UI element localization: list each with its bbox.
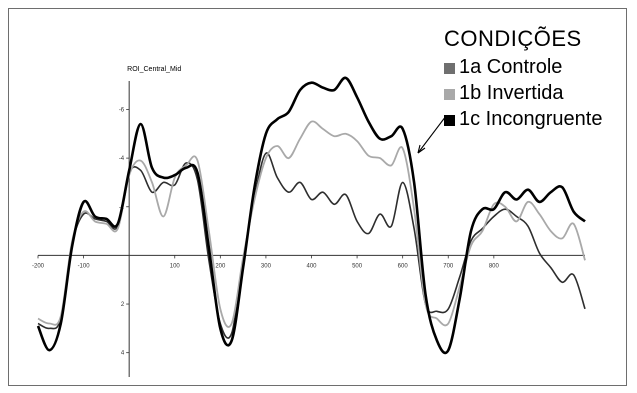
- x-tick-label: -100: [78, 263, 91, 269]
- y-tick-label: -6: [119, 107, 125, 113]
- x-tick-label: -200: [32, 263, 45, 269]
- legend-swatch-incongruente: [444, 115, 455, 126]
- legend-item-invertida: 1b Invertida: [444, 80, 602, 106]
- y-tick-label: -4: [119, 156, 125, 162]
- x-tick-label: 100: [170, 263, 181, 269]
- x-tick-label: 300: [261, 263, 272, 269]
- x-tick-label: 700: [443, 263, 454, 269]
- legend-item-controle: 1a Controle: [444, 54, 602, 80]
- legend: CONDIÇÕES 1a Controle 1b Invertida 1c In…: [444, 26, 602, 132]
- y-tick-label: 4: [121, 351, 125, 357]
- axis-ticks: -200 -100 100 200 300 400 500 600 700 800-6-4-224: [32, 107, 500, 356]
- series-line-1c-incongruente: [36, 76, 586, 355]
- x-tick-label: 400: [306, 263, 317, 269]
- x-tick-label: 800: [489, 263, 500, 269]
- legend-label-controle: 1a Controle: [459, 55, 563, 78]
- legend-title: CONDIÇÕES: [444, 26, 582, 51]
- plot-title: ROI_Central_Mid: [127, 66, 181, 73]
- x-tick-label: 200: [215, 263, 226, 269]
- legend-swatch-invertida: [444, 89, 455, 100]
- legend-arrow: [417, 115, 447, 154]
- x-tick-label: 600: [398, 263, 409, 269]
- series-line-1b-invertida: [37, 120, 586, 328]
- arrow-shaft: [417, 115, 447, 154]
- x-tick-label: 500: [352, 263, 363, 269]
- series-line-1a-controle: [37, 152, 586, 339]
- y-tick-label: 2: [121, 302, 125, 308]
- legend-label-invertida: 1b Invertida: [459, 81, 564, 104]
- series-layer: [36, 76, 586, 355]
- legend-label-incongruente: 1c Incongruente: [459, 107, 603, 130]
- arrow-head: [417, 144, 426, 154]
- figure-frame: [8, 8, 627, 386]
- legend-item-incongruente: 1c Incongruente: [444, 106, 602, 132]
- legend-swatch-controle: [444, 63, 455, 74]
